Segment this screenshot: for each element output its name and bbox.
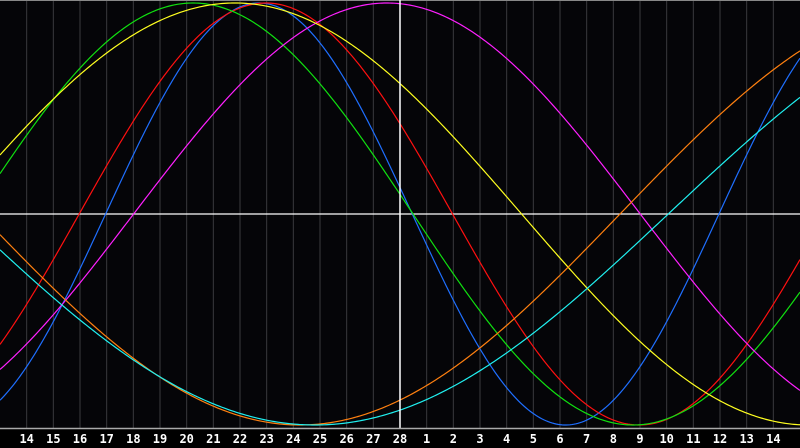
x-tick-label: 2 [450,432,457,446]
x-tick-label: 15 [46,432,60,446]
x-tick-label: 1 [423,432,430,446]
x-tick-label: 9 [636,432,643,446]
x-tick-label: 20 [179,432,193,446]
x-tick-label: 7 [583,432,590,446]
x-tick-label: 25 [313,432,327,446]
x-tick-label: 18 [126,432,140,446]
x-tick-label: 16 [73,432,87,446]
x-tick-label: 13 [739,432,753,446]
x-tick-label: 3 [476,432,483,446]
x-tick-label: 4 [503,432,510,446]
x-tick-label: 19 [153,432,167,446]
x-tick-label: 14 [766,432,780,446]
x-tick-label: 10 [659,432,673,446]
x-tick-label: 28 [393,432,407,446]
x-tick-label: 26 [339,432,353,446]
x-tick-label: 11 [686,432,700,446]
x-tick-label: 24 [286,432,300,446]
x-tick-label: 14 [19,432,33,446]
x-tick-label: 27 [366,432,380,446]
x-tick-label: 21 [206,432,220,446]
x-tick-label: 17 [99,432,113,446]
x-tick-label: 12 [713,432,727,446]
x-tick-label: 8 [610,432,617,446]
x-tick-label: 22 [233,432,247,446]
x-tick-label: 23 [259,432,273,446]
x-tick-label: 6 [556,432,563,446]
x-axis-ticks: 14 15 16 17 18 19 20 21 22 23 24 25 26 27 28 1 2 3 4 5 6 7 8 9 1… [19,432,780,446]
x-tick-label: 5 [530,432,537,446]
